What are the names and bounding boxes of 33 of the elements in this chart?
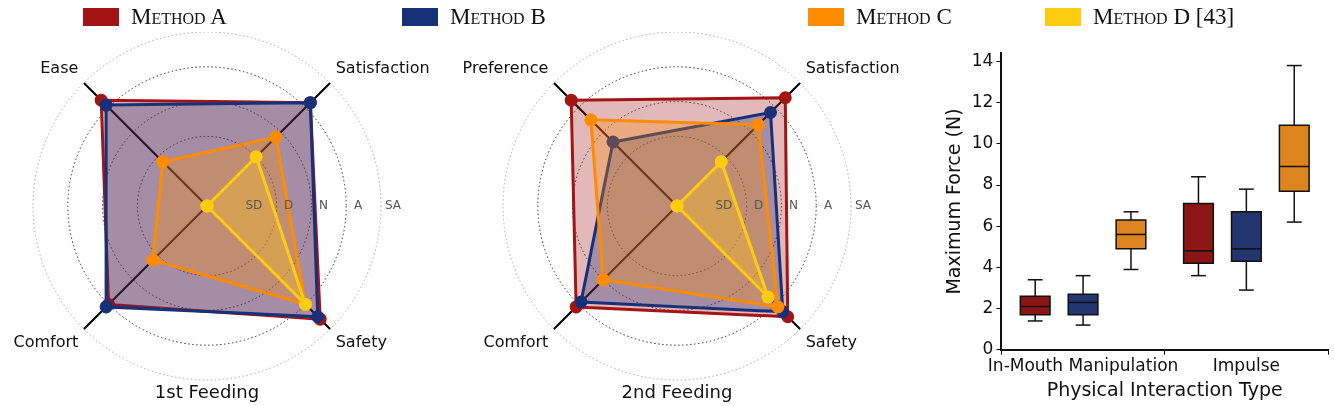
y-tick-label: A xyxy=(824,198,834,213)
y-tick-label: A xyxy=(354,198,364,213)
spoke-label: Preference xyxy=(462,58,549,78)
spoke-label: Safety xyxy=(335,331,387,351)
text: 2nd Feeding xyxy=(621,380,733,402)
spoke-label: Comfort xyxy=(483,331,549,351)
legend-label: Method D [43] xyxy=(1093,4,1235,30)
y-tick-label: 4 xyxy=(982,255,994,276)
text: 1st Feeding xyxy=(154,380,260,402)
y-tick-label: 2 xyxy=(982,297,994,318)
y-tick-label: 10 xyxy=(971,132,994,153)
y-tick-label: SD xyxy=(715,198,733,213)
spoke-label: Safety xyxy=(805,331,857,351)
x-axis-title: Physical Interaction Type xyxy=(1046,377,1283,400)
y-tick-label: SA xyxy=(384,198,402,213)
y-tick-label: N xyxy=(318,198,328,213)
y-tick-label: N xyxy=(788,198,798,213)
y-tick-label: 8 xyxy=(982,173,994,194)
y-tick-label: 14 xyxy=(971,49,994,70)
spoke-label: Ease xyxy=(40,58,79,78)
legend-label: Method A xyxy=(131,4,227,30)
y-axis-title: Maximum Force (N) xyxy=(942,108,965,295)
x-tick-label: Impulse xyxy=(1212,355,1280,376)
legend-label: Method C xyxy=(856,4,952,30)
spoke-label: Comfort xyxy=(13,331,79,351)
y-tick-label: 6 xyxy=(982,214,994,235)
legend-label: Method B xyxy=(450,4,546,30)
y-tick-label: D xyxy=(753,198,764,213)
spoke-label: Satisfaction xyxy=(335,58,430,78)
spoke-label: Satisfaction xyxy=(805,58,900,78)
y-tick-label: SD xyxy=(245,198,263,213)
y-tick-label: 12 xyxy=(971,91,994,112)
y-tick-label: SA xyxy=(854,198,872,213)
